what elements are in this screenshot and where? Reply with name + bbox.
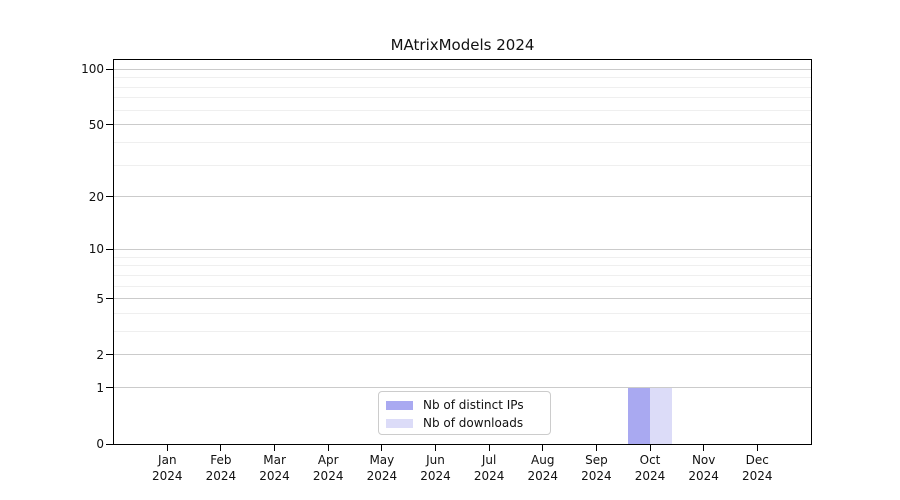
month-label: Jul [481,453,497,467]
legend-row-downloads: Nb of downloads [386,414,542,432]
y-tick-label: 20 [88,189,104,204]
x-tick-mark [434,445,436,451]
minor-gridline [114,285,811,287]
major-gridline [114,124,811,126]
x-tick-mark [327,445,329,451]
y-tick-label: 100 [81,62,104,77]
y-tick-mark [106,298,113,300]
month-label: Dec [745,453,769,467]
bar-distinct-ips-oct [628,387,651,444]
month-label: Mar [263,453,286,467]
x-tick-label-apr: Apr 2024 [300,452,356,484]
bar-downloads-oct [650,387,673,444]
x-tick-mark [595,445,597,451]
x-tick-label-oct: Oct 2024 [622,452,678,484]
x-tick-label-may: May 2024 [354,452,410,484]
x-tick-mark [166,445,168,451]
year-label: 2024 [152,469,183,483]
x-tick-mark [220,445,222,451]
y-tick-mark [106,387,113,389]
y-tick-label: 1 [96,380,104,395]
x-tick-mark [649,445,651,451]
year-label: 2024 [473,469,505,483]
chart-title: MAtrixModels 2024 [390,36,535,54]
month-label: Feb [210,453,232,467]
downloads-swatch-icon [386,418,413,428]
year-label: 2024 [527,469,559,483]
minor-gridline [114,312,811,314]
major-gridline [114,68,811,70]
year-label: 2024 [634,469,666,483]
year-label: 2024 [688,469,719,483]
major-gridline [114,248,811,250]
month-label: Jan [158,453,177,467]
x-tick-label-jan: Jan 2024 [139,452,195,484]
y-tick-label: 5 [96,291,104,306]
minor-gridline [114,142,811,144]
x-tick-label-mar: Mar 2024 [247,452,303,484]
minor-gridline [114,330,811,332]
month-label: May [369,453,395,467]
legend-label-distinct-ips: Nb of distinct IPs [423,398,524,412]
minor-gridline [114,109,811,111]
year-label: 2024 [312,469,344,483]
month-label: Nov [691,453,716,467]
x-tick-label-aug: Aug 2024 [515,452,571,484]
year-label: 2024 [205,469,237,483]
minor-gridline [114,164,811,166]
minor-gridline [114,77,811,79]
x-tick-mark [381,445,383,451]
year-label: 2024 [366,469,398,483]
minor-gridline [114,256,811,258]
y-tick-label: 0 [96,437,104,451]
x-tick-label-nov: Nov 2024 [676,452,732,484]
x-tick-label-sep: Sep 2024 [568,452,624,484]
y-tick-mark [106,354,113,356]
month-label: Jun [426,453,445,467]
x-tick-label-jul: Jul 2024 [461,452,517,484]
x-tick-label-feb: Feb 2024 [193,452,249,484]
year-label: 2024 [259,469,290,483]
major-gridline [114,354,811,356]
y-tick-mark [106,196,113,198]
year-label: 2024 [420,469,451,483]
y-tick-mark [106,124,113,126]
minor-gridline [114,97,811,99]
distinct-ips-swatch-icon [386,400,413,410]
major-gridline [114,298,811,300]
y-tick-mark [106,68,113,70]
minor-gridline [114,274,811,276]
x-tick-mark [488,445,490,451]
major-gridline [114,196,811,198]
month-label: Apr [317,453,339,467]
x-tick-label-jun: Jun 2024 [407,452,463,484]
x-tick-mark [274,445,276,451]
year-label: 2024 [742,469,773,483]
minor-gridline [114,265,811,267]
month-label: Aug [531,453,555,467]
legend: Nb of distinct IPs Nb of downloads [378,391,551,435]
x-tick-mark [756,445,758,451]
y-tick-label: 10 [88,242,104,257]
plot-area: Nb of distinct IPs Nb of downloads [113,59,812,445]
legend-label-downloads: Nb of downloads [423,416,524,430]
y-tick-mark [106,443,113,445]
y-tick-label: 2 [96,347,104,362]
legend-row-distinct-ips: Nb of distinct IPs [386,396,542,414]
month-label: Sep [585,453,608,467]
x-tick-mark [703,445,705,451]
y-tick-label: 50 [88,117,104,132]
y-tick-mark [106,248,113,250]
x-tick-label-dec: Dec 2024 [729,452,785,484]
x-tick-mark [542,445,544,451]
minor-gridline [114,86,811,88]
major-gridline [114,387,811,389]
year-label: 2024 [581,469,612,483]
month-label: Oct [639,453,661,467]
